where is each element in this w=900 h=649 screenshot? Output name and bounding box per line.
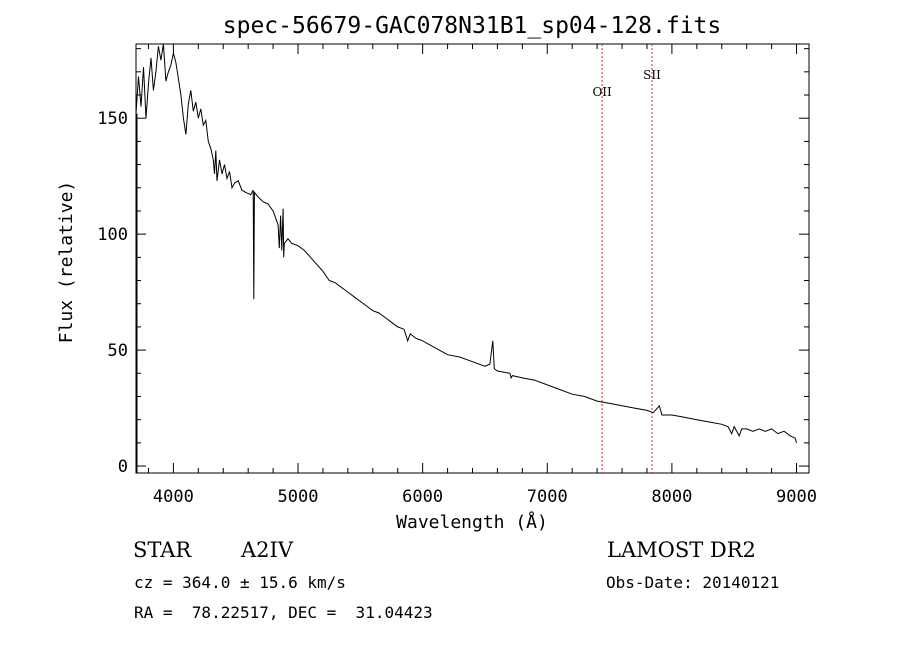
x-tick-label: 8000 xyxy=(651,487,692,507)
emission-line-markers: OII SII xyxy=(592,44,661,473)
y-tick-labels: 0 50 100 150 xyxy=(97,109,128,477)
y-tick-label: 0 xyxy=(118,457,128,477)
observation-date: Obs-Date: 20140121 xyxy=(606,573,780,592)
x-tick-label: 4000 xyxy=(153,487,194,507)
y-tick-label: 50 xyxy=(108,341,128,361)
y-tick-label: 100 xyxy=(97,225,128,245)
plot-frame xyxy=(135,43,810,474)
coordinates: RA = 78.22517, DEC = 31.04423 xyxy=(134,603,433,622)
chart-title: spec-56679-GAC078N31B1_sp04-128.fits xyxy=(223,13,722,39)
x-tick-label: 5000 xyxy=(278,487,319,507)
axis-ticks xyxy=(136,44,809,473)
x-tick-label: 9000 xyxy=(776,487,817,507)
y-tick-label: 150 xyxy=(97,109,128,129)
marker-label-sii: SII xyxy=(643,68,661,82)
x-tick-label: 7000 xyxy=(527,487,568,507)
object-subclass: A2IV xyxy=(241,538,293,562)
y-axis-label: Flux (relative) xyxy=(56,181,77,344)
object-class: STAR xyxy=(133,538,192,562)
spectrum-line xyxy=(135,43,797,473)
redshift-cz: cz = 364.0 ± 15.6 km/s xyxy=(134,573,346,592)
x-axis-label: Wavelength (Å) xyxy=(396,511,548,533)
survey-name: LAMOST DR2 xyxy=(607,538,756,562)
marker-label-oii: OII xyxy=(592,85,612,99)
x-tick-labels: 4000 5000 6000 7000 8000 9000 xyxy=(153,487,817,507)
x-tick-label: 6000 xyxy=(402,487,443,507)
